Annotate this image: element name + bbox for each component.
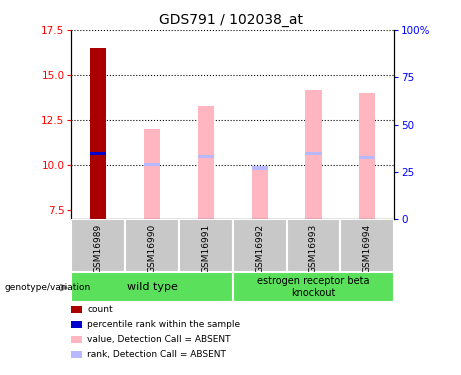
Bar (90, 152, 106, 155)
Bar (305, 90, 321, 219)
Bar (252, 170, 268, 219)
Text: GSM16992: GSM16992 (255, 224, 264, 273)
Text: count: count (87, 305, 113, 314)
Bar (252, 166, 268, 170)
Text: value, Detection Call = ABSENT: value, Detection Call = ABSENT (87, 335, 230, 344)
Bar (179, 219, 233, 272)
Text: percentile rank within the sample: percentile rank within the sample (87, 320, 240, 329)
Text: GSM16994: GSM16994 (363, 224, 372, 273)
Text: wild type: wild type (127, 282, 177, 292)
Text: GSM16991: GSM16991 (201, 224, 210, 273)
Text: rank, Detection Call = ABSENT: rank, Detection Call = ABSENT (87, 350, 226, 359)
Text: estrogen receptor beta
knockout: estrogen receptor beta knockout (257, 276, 370, 298)
Bar (359, 93, 375, 219)
Bar (71, 272, 233, 302)
Bar (90, 152, 106, 155)
Bar (71, 219, 125, 272)
Bar (90, 48, 106, 219)
Bar (144, 129, 160, 219)
Text: GDS791 / 102038_at: GDS791 / 102038_at (159, 13, 302, 27)
Bar (198, 106, 214, 219)
Text: genotype/variation: genotype/variation (5, 283, 91, 292)
Bar (144, 163, 160, 166)
Bar (90, 48, 106, 219)
Bar (125, 219, 179, 272)
Text: GSM16990: GSM16990 (148, 224, 157, 273)
Bar (340, 219, 394, 272)
Text: GSM16993: GSM16993 (309, 224, 318, 273)
Bar (198, 154, 214, 158)
Bar (233, 272, 394, 302)
Bar (359, 156, 375, 159)
Bar (305, 152, 321, 155)
Bar (233, 219, 287, 272)
Text: GSM16989: GSM16989 (94, 224, 103, 273)
Bar (287, 219, 340, 272)
